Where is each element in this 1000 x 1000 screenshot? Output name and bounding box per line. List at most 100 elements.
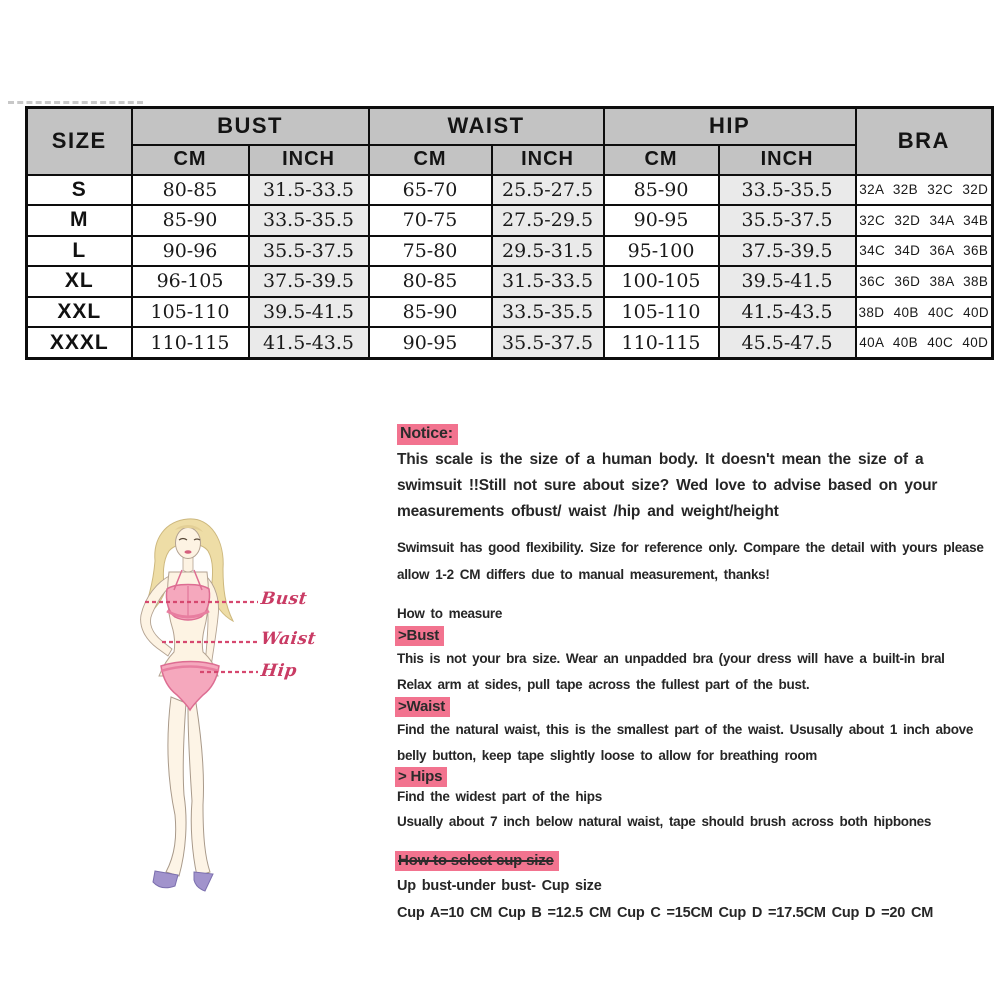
- cup-size-highlight: How to select cup size: [395, 851, 559, 871]
- subheader-bust-cm: CM: [130, 143, 250, 176]
- col-header-bra: BRA: [854, 106, 994, 176]
- bra-cell: 32A 32B 32C 32D: [854, 173, 994, 207]
- hip-cm-cell: 105-110: [602, 295, 720, 329]
- subheader-bust-inch: INCH: [247, 143, 370, 176]
- size-cell: XXXL: [25, 326, 133, 360]
- cup-size-line: Cup A=10 CM Cup B =12.5 CM Cup C =15CM C…: [397, 905, 934, 921]
- waist-cm-cell: 85-90: [367, 295, 493, 329]
- bra-cell: 32C 32D 34A 34B: [854, 204, 994, 237]
- cup-size-line: Up bust-under bust- Cup size: [397, 878, 602, 894]
- size-cell: XXL: [25, 295, 133, 329]
- bust-inch-cell: 33.5-35.5: [247, 204, 370, 237]
- size-cell: L: [25, 234, 133, 268]
- col-header-waist: WAIST: [367, 106, 605, 146]
- hip-cm-cell: 110-115: [602, 326, 720, 360]
- waist-cm-cell: 90-95: [367, 326, 493, 360]
- bust-cm-cell: 85-90: [130, 204, 250, 237]
- notice-line: measurements ofbust/ waist /hip and weig…: [397, 503, 779, 520]
- notice-line: This scale is the size of a human body. …: [397, 451, 924, 468]
- waist-inch-cell: 31.5-33.5: [490, 265, 605, 298]
- flexibility-line: Swimsuit has good flexibility. Size for …: [397, 540, 984, 555]
- hip-cm-cell: 90-95: [602, 204, 720, 237]
- heel-shoe-right: [193, 871, 214, 892]
- col-header-bust: BUST: [130, 106, 370, 146]
- waist-cm-cell: 80-85: [367, 265, 493, 298]
- table-row-l: L 90-96 35.5-37.5 75-80 29.5-31.5 95-100…: [25, 234, 994, 268]
- subheader-waist-inch: INCH: [490, 143, 605, 176]
- hip-inch-cell: 35.5-37.5: [717, 204, 857, 237]
- hip-inch-cell: 39.5-41.5: [717, 265, 857, 298]
- waist-inch-cell: 33.5-35.5: [490, 295, 605, 329]
- bust-cm-cell: 80-85: [130, 173, 250, 207]
- subheader-hip-inch: INCH: [717, 143, 857, 176]
- table-row-m: M 85-90 33.5-35.5 70-75 27.5-29.5 90-95 …: [25, 204, 994, 237]
- waist-instruction-line: belly button, keep tape slightly loose t…: [397, 748, 817, 763]
- size-cell: S: [25, 173, 133, 207]
- waist-instruction-line: Find the natural waist, this is the smal…: [397, 722, 974, 737]
- dashed-line-artifact: [8, 101, 143, 104]
- cup-size-heading: How to select cup size: [395, 851, 559, 871]
- hip-inch-cell: 33.5-35.5: [717, 173, 857, 207]
- waist-inch-cell: 35.5-37.5: [490, 326, 605, 360]
- waist-cm-cell: 75-80: [367, 234, 493, 268]
- bust-instruction-line: Relax arm at sides, pull tape across the…: [397, 677, 810, 692]
- bust-inch-cell: 41.5-43.5: [247, 326, 370, 360]
- bra-cell: 38D 40B 40C 40D: [854, 295, 994, 329]
- hip-measure-label: Hip: [259, 661, 299, 681]
- hips-instruction-line: Usually about 7 inch below natural waist…: [397, 814, 932, 829]
- subheader-waist-cm: CM: [367, 143, 493, 176]
- hip-inch-cell: 41.5-43.5: [717, 295, 857, 329]
- bust-cm-cell: 110-115: [130, 326, 250, 360]
- bust-cm-cell: 105-110: [130, 295, 250, 329]
- size-chart-table: SIZE BUST WAIST HIP BRA CM INCH CM INCH …: [25, 106, 995, 360]
- col-header-hip: HIP: [602, 106, 857, 146]
- bust-cm-cell: 90-96: [130, 234, 250, 268]
- woman-sketch-illustration: [140, 518, 258, 892]
- table-row-xxxl: XXXL 110-115 41.5-43.5 90-95 35.5-37.5 1…: [25, 326, 994, 360]
- bust-inch-cell: 37.5-39.5: [247, 265, 370, 298]
- bra-cell: 40A 40B 40C 40D: [854, 326, 994, 360]
- hip-cm-cell: 95-100: [602, 234, 720, 268]
- hips-instruction-line: Find the widest part of the hips: [397, 789, 602, 804]
- bra-cell: 36C 36D 38A 38B: [854, 265, 994, 298]
- bust-cm-cell: 96-105: [130, 265, 250, 298]
- waist-cm-cell: 70-75: [367, 204, 493, 237]
- hips-section-heading: > Hips: [395, 767, 448, 787]
- bra-cell: 34C 34D 36A 36B: [854, 234, 994, 268]
- table-row-s: S 80-85 31.5-33.5 65-70 25.5-27.5 85-90 …: [25, 173, 994, 207]
- size-cell: M: [25, 204, 133, 237]
- bust-inch-cell: 39.5-41.5: [247, 295, 370, 329]
- col-header-size: SIZE: [25, 106, 133, 176]
- notice-line: swimsuit !!Still not sure about size? We…: [397, 477, 938, 494]
- table-row-xl: XL 96-105 37.5-39.5 80-85 31.5-33.5 100-…: [25, 265, 994, 298]
- waist-inch-cell: 29.5-31.5: [490, 234, 605, 268]
- subheader-hip-cm: CM: [602, 143, 720, 176]
- heel-shoe-left: [152, 870, 179, 889]
- bust-section-heading: >Bust: [395, 626, 445, 646]
- bust-instruction-line: This is not your bra size. Wear an unpad…: [397, 651, 945, 666]
- table-row-xxl: XXL 105-110 39.5-41.5 85-90 33.5-35.5 10…: [25, 295, 994, 329]
- hip-cm-cell: 85-90: [602, 173, 720, 207]
- waist-highlight: >Waist: [395, 697, 451, 717]
- bust-inch-cell: 35.5-37.5: [247, 234, 370, 268]
- notice-heading: Notice:: [397, 424, 458, 445]
- hips-highlight: > Hips: [395, 767, 448, 787]
- waist-measure-label: Waist: [259, 629, 318, 649]
- waist-inch-cell: 25.5-27.5: [490, 173, 605, 207]
- bust-measure-label: Bust: [259, 589, 309, 609]
- hip-cm-cell: 100-105: [602, 265, 720, 298]
- waist-section-heading: >Waist: [395, 697, 451, 717]
- waist-inch-cell: 27.5-29.5: [490, 204, 605, 237]
- size-cell: XL: [25, 265, 133, 298]
- hip-inch-cell: 45.5-47.5: [717, 326, 857, 360]
- how-to-measure-heading: How to measure: [397, 606, 503, 621]
- flexibility-line: allow 1-2 CM differs due to manual measu…: [397, 567, 770, 582]
- bikini-bottom: [160, 660, 220, 712]
- bust-highlight: >Bust: [395, 626, 445, 646]
- notice-highlight: Notice:: [397, 424, 458, 445]
- body-measurement-figure: [105, 505, 395, 905]
- arm-on-hip: [140, 574, 175, 657]
- bust-inch-cell: 31.5-33.5: [247, 173, 370, 207]
- hip-inch-cell: 37.5-39.5: [717, 234, 857, 268]
